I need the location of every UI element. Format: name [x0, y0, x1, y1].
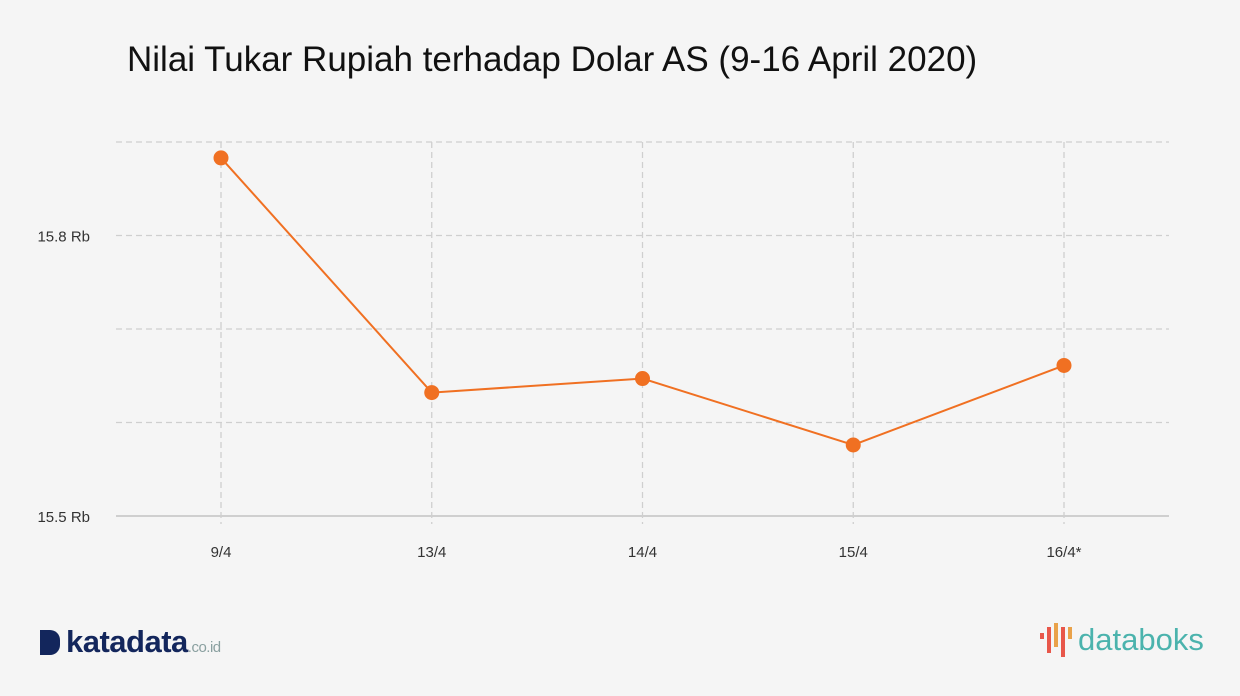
- databoks-icon: [1040, 623, 1072, 657]
- x-tick-label: 13/4: [417, 544, 446, 561]
- databoks-wordmark: databoks: [1078, 622, 1204, 657]
- katadata-logo: katadata .co.id: [40, 624, 221, 660]
- series-line: [220, 157, 1065, 446]
- y-tick-label: 15.5 Rb: [37, 509, 90, 526]
- x-tick-label: 14/4: [628, 544, 657, 561]
- x-tick-label: 9/4: [211, 544, 232, 561]
- data-point: [1056, 357, 1072, 373]
- data-point: [845, 437, 861, 453]
- y-tick-label: 15.8 Rb: [37, 229, 90, 246]
- katadata-wordmark: katadata: [66, 624, 188, 659]
- databoks-logo: databoks: [1040, 622, 1204, 658]
- katadata-suffix: .co.id: [187, 639, 221, 656]
- x-tick-label: 15/4: [839, 544, 868, 561]
- data-point: [635, 371, 650, 387]
- data-point: [213, 150, 229, 166]
- katadata-icon: [40, 629, 60, 655]
- data-point: [424, 385, 440, 401]
- x-tick-label: 16/4*: [1046, 544, 1081, 561]
- chart-title: Nilai Tukar Rupiah terhadap Dolar AS (9-…: [127, 40, 978, 79]
